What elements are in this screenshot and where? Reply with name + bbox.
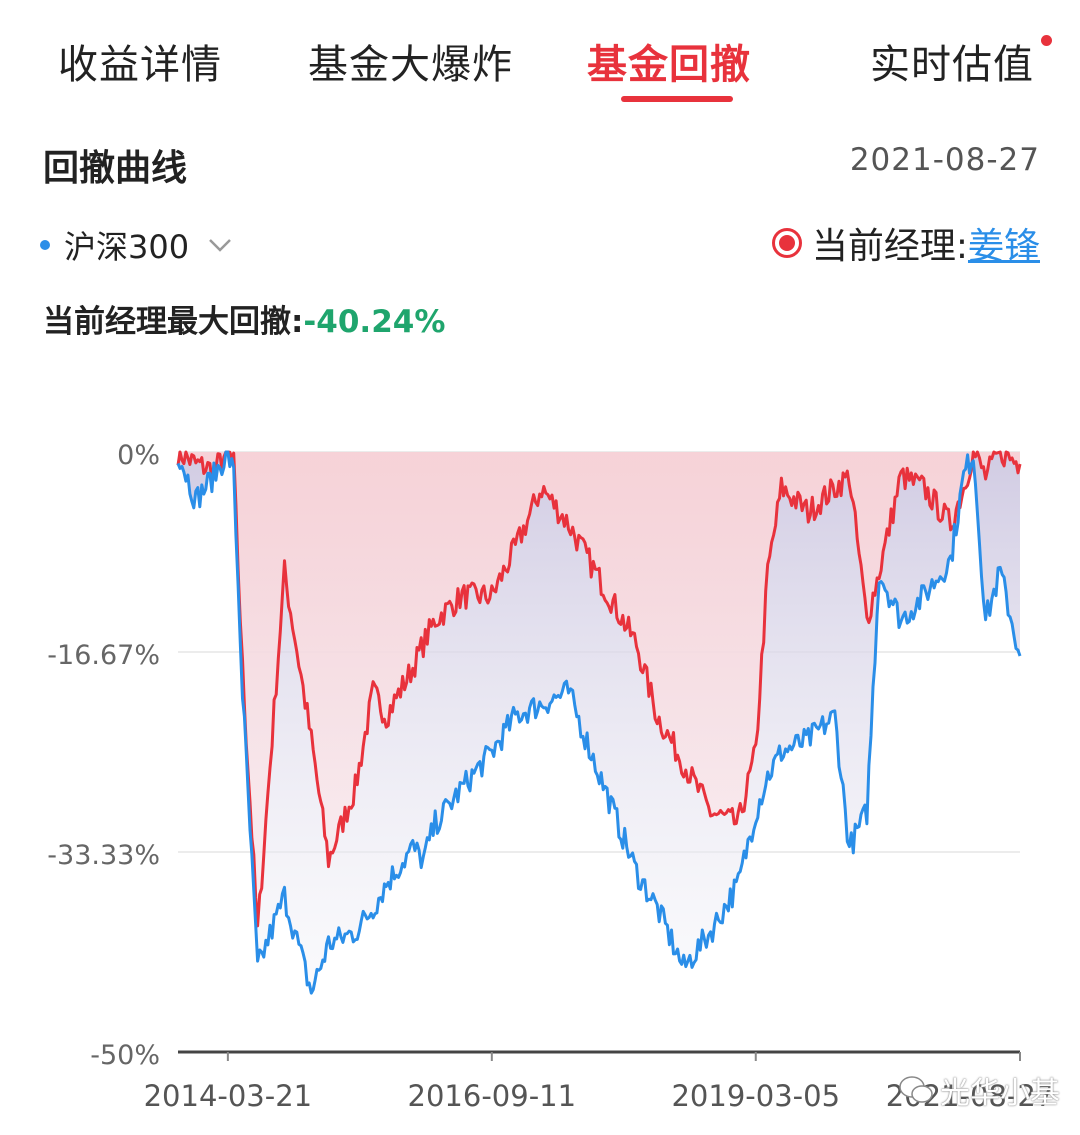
series-line-index: [176, 450, 1022, 995]
manager-label: 当前经理:: [811, 226, 968, 267]
chevron-down-icon[interactable]: [207, 232, 233, 258]
drawdown-chart: 0% -16.67% -33.33% -50% 2014-03-21 2016-09-11…: [47, 440, 1054, 1113]
tab-bar: 收益详情 基金大爆炸 基金回撤 实时估值: [0, 0, 1080, 110]
index-selector[interactable]: 沪深300: [40, 222, 233, 268]
active-tab-indicator: [621, 96, 733, 102]
tab-earnings-detail[interactable]: 收益详情: [58, 42, 222, 88]
watermark-text: 光华小基: [940, 1076, 1060, 1111]
x-tick-label: 2016-09-11: [408, 1079, 577, 1113]
manager-name-link[interactable]: 姜锋: [967, 226, 1040, 267]
tab-fund-explosion[interactable]: 基金大爆炸: [308, 42, 513, 88]
y-tick-label: -16.67%: [47, 640, 160, 671]
current-manager: 当前经理: 姜锋: [771, 218, 1040, 268]
index-label: 沪深300: [64, 228, 190, 266]
series-line-manager: [176, 450, 1022, 928]
watermark: 光华小基: [898, 1068, 1060, 1112]
y-tick-label: 0%: [117, 440, 160, 471]
max-drawdown-value: -40.24%: [303, 304, 446, 340]
max-drawdown-label: 当前经理最大回撤:: [43, 304, 304, 340]
max-drawdown: 当前经理最大回撤:-40.24%: [43, 296, 445, 341]
x-tick-label: 2014-03-21: [144, 1079, 313, 1113]
y-tick-label: -33.33%: [47, 840, 160, 871]
section-title: 回撤曲线: [43, 148, 188, 189]
index-color-dot: [40, 240, 50, 250]
tab-fund-drawdown[interactable]: 基金回撤: [587, 42, 751, 88]
notification-dot: [1041, 35, 1052, 46]
wechat-icon: [899, 1076, 933, 1103]
x-tick-label: 2019-03-05: [671, 1079, 840, 1113]
date-label: 2021-08-27: [849, 142, 1040, 178]
area-manager: [178, 452, 1020, 926]
y-tick-label: -50%: [90, 1040, 160, 1071]
tab-realtime-valuation[interactable]: 实时估值: [870, 42, 1034, 88]
radio-selected-icon[interactable]: [771, 228, 802, 258]
